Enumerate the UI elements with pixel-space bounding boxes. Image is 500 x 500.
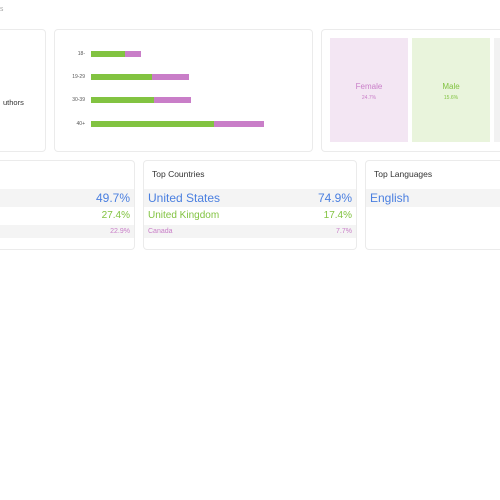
top-languages-title: Top Languages xyxy=(374,169,433,179)
age-label: 18- xyxy=(77,51,85,57)
top-list-card: 49.7% 27.4% 22.9% xyxy=(0,160,135,250)
table-row: 49.7% xyxy=(0,189,134,207)
age-label: 19-29 xyxy=(72,74,85,80)
table-row: Canada 7.7% xyxy=(144,225,356,238)
row-percent: 49.7% xyxy=(95,191,130,205)
age-bar-male xyxy=(91,51,125,57)
gender-male-label: Male xyxy=(442,82,460,91)
top-countries-title: Top Countries xyxy=(152,169,205,179)
gender-female-box: Female 24.7% xyxy=(330,38,408,142)
gender-unknown-box xyxy=(494,38,500,142)
section-title-fragment: S xyxy=(0,7,4,13)
age-bar-male xyxy=(91,97,154,103)
age-bar-female xyxy=(125,51,141,57)
table-row: 22.9% xyxy=(0,225,134,238)
gender-female-label: Female xyxy=(355,82,383,91)
top-languages-card: Top Languages English xyxy=(365,160,500,250)
table-row: 27.4% xyxy=(0,207,134,225)
country-percent: 7.7% xyxy=(336,228,352,235)
gender-male-percent: 15.6% xyxy=(443,95,459,101)
summary-card: uthors xyxy=(0,29,46,152)
country-percent: 74.9% xyxy=(317,191,352,205)
authors-label: uthors xyxy=(3,98,24,107)
country-name: United States xyxy=(148,191,221,205)
row-percent: 22.9% xyxy=(110,228,130,235)
age-bar-male xyxy=(91,74,152,80)
table-row: United States 74.9% xyxy=(144,189,356,207)
country-name: United Kingdom xyxy=(148,210,220,221)
table-row: English xyxy=(366,189,500,207)
table-row: United Kingdom 17.4% xyxy=(144,207,356,225)
country-name: Canada xyxy=(148,228,173,235)
language-name: English xyxy=(370,191,410,205)
age-label: 40+ xyxy=(76,121,85,127)
row-percent: 27.4% xyxy=(101,210,130,221)
age-label: 30-39 xyxy=(72,97,85,103)
gender-female-percent: 24.7% xyxy=(361,95,377,101)
age-bar-female xyxy=(154,97,191,103)
gender-card: Female 24.7% Male 15.6% xyxy=(321,29,500,152)
age-bar-female xyxy=(152,74,189,80)
age-bar-female xyxy=(214,121,264,127)
age-chart-card: 18- 19-29 30-39 40+ xyxy=(54,29,313,152)
age-bar-male xyxy=(91,121,214,127)
country-percent: 17.4% xyxy=(323,210,352,221)
gender-male-box: Male 15.6% xyxy=(412,38,490,142)
top-countries-card: Top Countries United States 74.9% United… xyxy=(143,160,357,250)
